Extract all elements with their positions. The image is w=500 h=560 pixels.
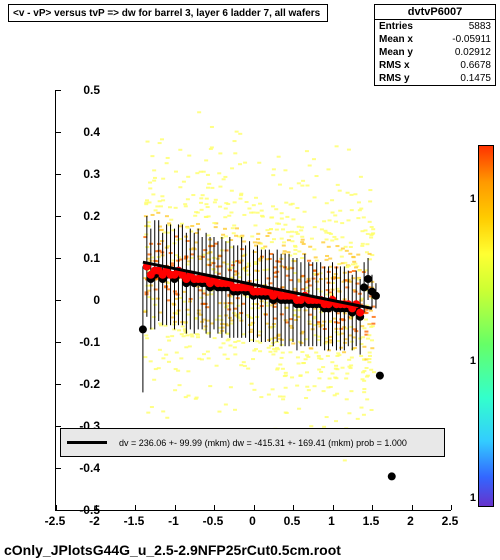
- y-tick-label: 0.5: [55, 83, 100, 97]
- plot-title-text: <v - vP> versus tvP => dw for barrel 3, …: [13, 8, 320, 19]
- stats-entries-label: Entries: [379, 21, 413, 32]
- stats-meany-label: Mean y: [379, 47, 413, 58]
- y-tick-label: -0.2: [55, 377, 100, 391]
- stats-rmsy-label: RMS y: [379, 73, 410, 84]
- y-tick-label: 0.4: [55, 125, 100, 139]
- x-tick-label: 1: [328, 514, 335, 528]
- y-tick-label: 0.1: [55, 251, 100, 265]
- x-tick-label: 0.5: [284, 514, 301, 528]
- x-tick-label: -1: [168, 514, 179, 528]
- y-tick-label: 0: [55, 293, 100, 307]
- stats-meanx-label: Mean x: [379, 34, 413, 45]
- footer-filename: cOnly_JPlotsG44G_u_2.5-2.9NFP25rCut0.5cm…: [4, 542, 341, 558]
- stats-rmsy-val: 0.1475: [460, 73, 491, 84]
- y-tick-label: -0.1: [55, 335, 100, 349]
- colorbar-label: 1: [470, 492, 476, 504]
- fit-result-box: dv = 236.06 +- 99.99 (mkm) dw = -415.31 …: [60, 428, 445, 457]
- stats-rmsy: RMS y 0.1475: [375, 72, 495, 85]
- stats-rmsx-label: RMS x: [379, 60, 410, 71]
- stats-meanx-val: -0.05911: [452, 34, 491, 45]
- x-tick-label: -2.5: [45, 514, 66, 528]
- x-tick-label: -0.5: [203, 514, 224, 528]
- x-tick-label: 1.5: [363, 514, 380, 528]
- colorbar-label: 1: [470, 193, 476, 205]
- stats-rmsx-val: 0.6678: [460, 60, 491, 71]
- colorbar-label: 1: [470, 355, 476, 367]
- stats-meanx: Mean x -0.05911: [375, 33, 495, 46]
- stats-entries-val: 5883: [469, 21, 491, 32]
- y-tick-label: -0.4: [55, 461, 100, 475]
- stats-box: dvtvP6007 Entries 5883 Mean x -0.05911 M…: [374, 4, 496, 86]
- stats-name: dvtvP6007: [375, 5, 495, 20]
- stats-rmsx: RMS x 0.6678: [375, 59, 495, 72]
- x-tick-label: -1.5: [124, 514, 145, 528]
- x-tick-label: 2: [407, 514, 414, 528]
- stats-meany: Mean y 0.02912: [375, 46, 495, 59]
- y-tick-label: 0.3: [55, 167, 100, 181]
- stats-entries: Entries 5883: [375, 20, 495, 33]
- plot-title-box: <v - vP> versus tvP => dw for barrel 3, …: [8, 4, 328, 22]
- x-tick-label: 2.5: [442, 514, 459, 528]
- x-tick-label: -2: [89, 514, 100, 528]
- root-container: <v - vP> versus tvP => dw for barrel 3, …: [0, 0, 500, 560]
- colorbar: [478, 145, 494, 507]
- stats-meany-val: 0.02912: [455, 47, 491, 58]
- fit-text: dv = 236.06 +- 99.99 (mkm) dw = -415.31 …: [119, 438, 407, 448]
- fit-line-sample: [67, 441, 107, 444]
- y-tick-label: 0.2: [55, 209, 100, 223]
- x-tick-label: 0: [249, 514, 256, 528]
